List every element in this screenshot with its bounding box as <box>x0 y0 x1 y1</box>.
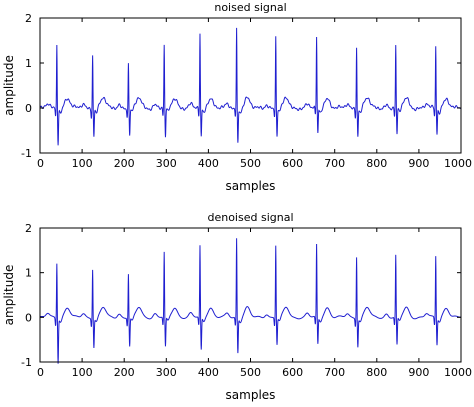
x-tick-label-500: 500 <box>240 366 261 379</box>
x-tick-label-100: 100 <box>72 157 93 170</box>
y-tick-label-neg-1: -1 <box>21 356 32 369</box>
chart-panel-2: denoised signal 0 100 200 300 400 500 600 700 800… <box>2 211 472 402</box>
x-tick-label-0: 0 <box>37 157 44 170</box>
y-tick-label-0: 0 <box>25 102 32 115</box>
x-axis-label: samples <box>226 179 276 193</box>
x-tick-label-800: 800 <box>366 366 387 379</box>
x-tick-label-900: 900 <box>408 366 429 379</box>
chart-title: denoised signal <box>207 211 293 224</box>
x-tick-label-1000: 1000 <box>444 366 472 379</box>
x-tick-label-800: 800 <box>366 157 387 170</box>
signal-line <box>39 238 462 364</box>
y-tick-label-0: 0 <box>25 311 32 324</box>
y-tick-label-2: 2 <box>25 222 32 235</box>
x-tick-label-700: 700 <box>324 366 345 379</box>
axes-box <box>39 227 462 363</box>
chart-panel-1: noised signal 0 100 200 300 400 500 600 700 800 90… <box>2 1 472 193</box>
x-axis-label: samples <box>226 388 276 402</box>
x-tick-label-1000: 1000 <box>444 157 472 170</box>
chart-title: noised signal <box>214 1 286 14</box>
y-tick-label-1: 1 <box>25 57 32 70</box>
x-tick-label-700: 700 <box>324 157 345 170</box>
x-tick-label-400: 400 <box>198 157 219 170</box>
x-tick-label-600: 600 <box>282 157 303 170</box>
x-tick-label-100: 100 <box>72 366 93 379</box>
x-tick-label-900: 900 <box>408 157 429 170</box>
x-tick-label-200: 200 <box>114 157 135 170</box>
x-tick-label-200: 200 <box>114 366 135 379</box>
y-tick-label-2: 2 <box>25 12 32 25</box>
y-axis-label: amplitude <box>2 265 16 326</box>
x-tick-label-300: 300 <box>156 366 177 379</box>
x-tick-label-300: 300 <box>156 157 177 170</box>
y-axis-label: amplitude <box>2 55 16 116</box>
x-tick-label-0: 0 <box>37 366 44 379</box>
y-tick-label-1: 1 <box>25 267 32 280</box>
x-tick-label-400: 400 <box>198 366 219 379</box>
axes-box <box>39 17 462 154</box>
y-tick-label-neg-1: -1 <box>21 147 32 160</box>
x-tick-label-500: 500 <box>240 157 261 170</box>
signal-line <box>39 27 462 146</box>
x-tick-label-600: 600 <box>282 366 303 379</box>
